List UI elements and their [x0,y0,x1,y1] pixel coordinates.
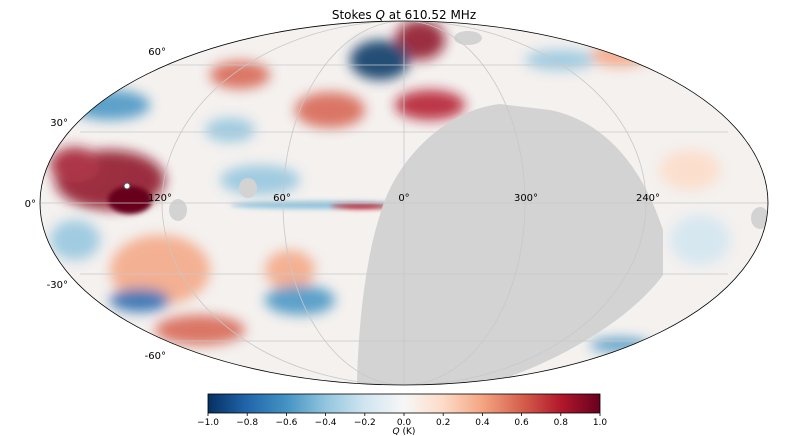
colorbar: −1.0 −0.8 −0.6 −0.4 −0.2 0.0 0.2 0.4 0.6 0.8 1.0 Q… [197,393,607,436]
masked-blob [751,207,768,229]
masked-blob [239,178,257,198]
longitude-label: 0° [398,193,409,204]
colorbar-tick-label: 1.0 [593,418,608,428]
graticule [40,21,768,385]
colorbar-tick-label: 0.0 [397,418,412,428]
colorbar-tick-label: 0.4 [475,418,490,428]
colorbar-tick-label: 0.6 [514,418,529,428]
latitude-labels: 60° 30° 0° -30° -60° [25,47,166,362]
longitude-label: 240° [636,193,660,204]
colorbar-ticks: −1.0 −0.8 −0.6 −0.4 −0.2 0.0 0.2 0.4 0.6 0.8 1.0 [197,413,607,428]
map-outline [39,20,769,386]
colorbar-tick-label: −0.4 [315,418,337,428]
colorbar-tick-label: −0.6 [275,418,297,428]
mollweide-map [40,21,768,385]
longitude-label: 300° [514,193,538,204]
figure-title: Stokes Q at 610.52 MHz [332,8,476,22]
latitude-label: -60° [145,351,166,362]
point-source-marker [123,182,131,190]
colorbar-tick-label: −0.2 [354,418,376,428]
colorbar-tick-label: −0.8 [236,418,258,428]
masked-region [357,104,663,385]
longitude-label: 60° [273,193,291,204]
masked-blob [454,31,482,45]
colorbar-tick-label: −1.0 [197,418,219,428]
masked-blob [169,199,187,221]
latitude-label: 30° [50,118,68,129]
colorbar-tick-label: 0.8 [554,418,569,428]
longitude-labels: 120° 60° 0° 300° 240° [148,193,660,204]
latitude-label: 60° [148,47,166,58]
latitude-label: -30° [47,280,68,291]
colorbar-tick-label: 0.2 [436,418,450,428]
longitude-label: 120° [148,193,172,204]
colorbar-gradient [207,393,601,414]
polarization-field [50,21,730,352]
colorbar-label: Q (K) [393,427,416,436]
latitude-label: 0° [25,199,36,210]
